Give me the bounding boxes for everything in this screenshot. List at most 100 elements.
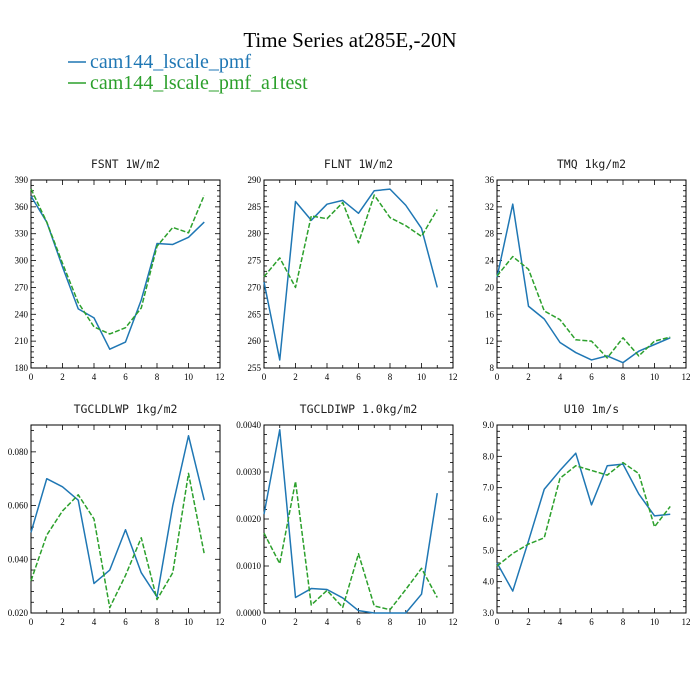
x-tick-label: 10 (650, 617, 660, 627)
y-tick-label: 290 (248, 175, 262, 185)
y-tick-label: 0.0040 (236, 420, 261, 430)
y-tick-label: 0.0000 (236, 608, 261, 618)
figure-title: Time Series at285E,-20N (243, 28, 456, 52)
x-tick-label: 8 (155, 372, 160, 382)
y-tick-label: 180 (15, 363, 29, 373)
y-tick-label: 270 (248, 282, 262, 292)
y-tick-label: 270 (15, 282, 29, 292)
legend-label-1: cam144_lscale_pmf (90, 51, 251, 73)
series-line-1 (263, 188, 438, 361)
x-ticks: 0 2 4 6 8 10 12 (262, 425, 458, 627)
panel-4: TGCLDLWP 1kg/m20 2 4 6 8 10 120.0200.0400.0600… (8, 402, 225, 627)
x-tick-label: 2 (526, 617, 531, 627)
x-tick-label: 4 (558, 372, 563, 382)
y-tick-label: 7.0 (483, 483, 495, 493)
plot-frame (496, 424, 687, 614)
series-line-2 (30, 472, 205, 609)
x-tick-label: 4 (325, 617, 330, 627)
legend-label-2: cam144_lscale_pmf_a1test (90, 72, 308, 94)
y-ticks: 180 210 240 270 300 330 360 390 (15, 175, 220, 373)
x-tick-label: 8 (155, 617, 160, 627)
y-tick-label: 275 (248, 256, 262, 266)
y-tick-label: 260 (248, 336, 262, 346)
x-tick-label: 8 (621, 372, 626, 382)
x-tick-label: 2 (60, 617, 65, 627)
series-line-2 (263, 194, 438, 289)
y-tick-label: 300 (15, 256, 29, 266)
x-tick-label: 2 (293, 617, 298, 627)
y-ticks: 0.0000 0.0010 0.0020 0.0030 0.0040 (236, 420, 453, 618)
x-tick-label: 12 (682, 617, 691, 627)
series-line-2 (496, 255, 671, 359)
plot-frame (263, 179, 454, 369)
y-tick-label: 32 (485, 202, 494, 212)
x-tick-label: 0 (262, 617, 267, 627)
x-tick-label: 10 (650, 372, 660, 382)
y-tick-label: 360 (15, 202, 29, 212)
x-tick-label: 8 (388, 617, 393, 627)
y-tick-label: 0.020 (8, 608, 29, 618)
y-tick-label: 330 (15, 229, 29, 239)
x-tick-label: 6 (356, 617, 361, 627)
y-tick-label: 20 (485, 282, 495, 292)
x-ticks: 0 2 4 6 8 10 12 (29, 180, 225, 382)
x-tick-label: 10 (184, 617, 194, 627)
legend: cam144_lscale_pmf cam144_lscale_pmf_a1te… (68, 51, 308, 94)
x-ticks: 0 2 4 6 8 10 12 (262, 180, 458, 382)
series-line-1 (496, 203, 671, 364)
y-ticks: 0.020 0.040 0.060 0.080 (8, 429, 220, 618)
series-line-1 (30, 195, 205, 350)
y-tick-label: 4.0 (483, 577, 495, 587)
x-tick-label: 0 (495, 617, 500, 627)
y-tick-label: 265 (248, 309, 262, 319)
y-tick-label: 9.0 (483, 420, 495, 430)
plot-frame (30, 179, 221, 369)
y-ticks: 255 260 265 270 275 280 285 290 (248, 175, 453, 373)
plot-frame (30, 424, 221, 614)
x-tick-label: 4 (325, 372, 330, 382)
panel-2: FLNT 1W/m2 0 2 4 6 8 10 12 255 260 265 270 275 280 285… (248, 157, 458, 382)
series-line-1 (496, 452, 671, 592)
series-line-1 (30, 434, 205, 598)
y-tick-label: 0.040 (8, 554, 29, 564)
panel-title: TGCLDIWP 1.0kg/m2 (300, 402, 418, 416)
y-tick-label: 36 (485, 175, 495, 185)
x-tick-label: 12 (216, 372, 225, 382)
x-tick-label: 2 (60, 372, 65, 382)
y-tick-label: 240 (15, 309, 29, 319)
panel-5: TGCLDIWP 1.0kg/m20 2 4 6 8 10 120.00000.00100.… (236, 402, 457, 627)
x-tick-label: 10 (184, 372, 194, 382)
y-tick-label: 28 (485, 229, 495, 239)
x-tick-label: 4 (92, 372, 97, 382)
y-tick-label: 3.0 (483, 608, 495, 618)
x-ticks: 0 2 4 6 8 10 12 (495, 180, 691, 382)
y-tick-label: 280 (248, 229, 262, 239)
panel-title: TGCLDLWP 1kg/m2 (74, 402, 178, 416)
x-tick-label: 10 (417, 372, 427, 382)
y-tick-label: 8 (490, 363, 495, 373)
x-tick-label: 8 (388, 372, 393, 382)
y-tick-label: 6.0 (483, 514, 495, 524)
x-tick-label: 4 (558, 617, 563, 627)
y-tick-label: 8.0 (483, 451, 495, 461)
y-ticks: 3.0 4.0 5.0 6.0 7.0 8.0 9.0 (483, 420, 686, 618)
y-tick-label: 24 (485, 256, 495, 266)
panel-1: FSNT 1W/m2 0 2 4 6 8 10 12 180 210 240 270 300 330 360… (15, 157, 225, 382)
y-tick-label: 255 (248, 363, 262, 373)
y-tick-label: 390 (15, 175, 29, 185)
panel-title: TMQ 1kg/m2 (557, 157, 626, 171)
x-tick-label: 4 (92, 617, 97, 627)
y-tick-label: 0.0010 (236, 561, 261, 571)
panel-title: FSNT 1W/m2 (91, 157, 160, 171)
series-line-1 (263, 428, 438, 614)
y-tick-label: 0.0020 (236, 514, 261, 524)
series-line-2 (263, 480, 438, 611)
y-tick-label: 285 (248, 202, 262, 212)
series-line-2 (30, 188, 205, 335)
x-tick-label: 0 (262, 372, 267, 382)
x-tick-label: 6 (356, 372, 361, 382)
x-ticks: 0 2 4 6 8 10 12 (495, 425, 691, 627)
x-tick-label: 12 (682, 372, 691, 382)
x-tick-label: 12 (449, 372, 458, 382)
